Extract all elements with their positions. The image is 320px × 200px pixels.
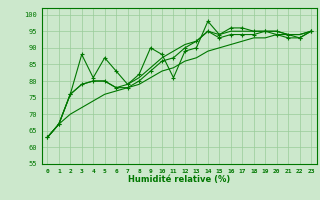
X-axis label: Humidité relative (%): Humidité relative (%) <box>128 175 230 184</box>
